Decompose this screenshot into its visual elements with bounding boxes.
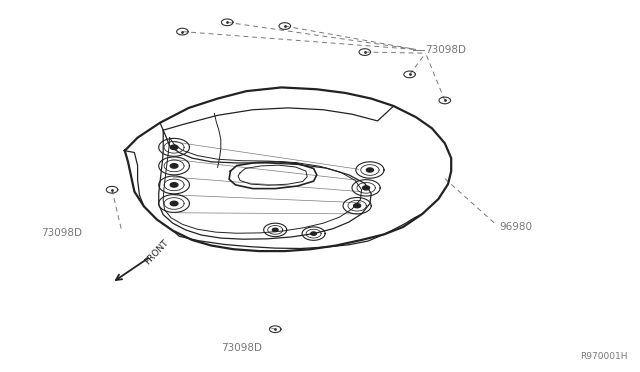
Polygon shape: [170, 201, 178, 206]
Polygon shape: [170, 183, 178, 187]
Text: 73098D: 73098D: [42, 228, 83, 237]
Text: R970001H: R970001H: [580, 352, 627, 361]
Text: FRONT: FRONT: [143, 238, 170, 266]
Polygon shape: [354, 204, 361, 208]
Text: 73098D: 73098D: [426, 45, 467, 55]
Polygon shape: [273, 228, 278, 231]
Text: 96980: 96980: [499, 222, 532, 232]
Polygon shape: [363, 186, 369, 190]
Polygon shape: [311, 232, 317, 235]
Text: 73098D: 73098D: [221, 343, 262, 353]
Polygon shape: [367, 168, 373, 172]
Polygon shape: [170, 164, 178, 168]
Polygon shape: [170, 145, 178, 150]
